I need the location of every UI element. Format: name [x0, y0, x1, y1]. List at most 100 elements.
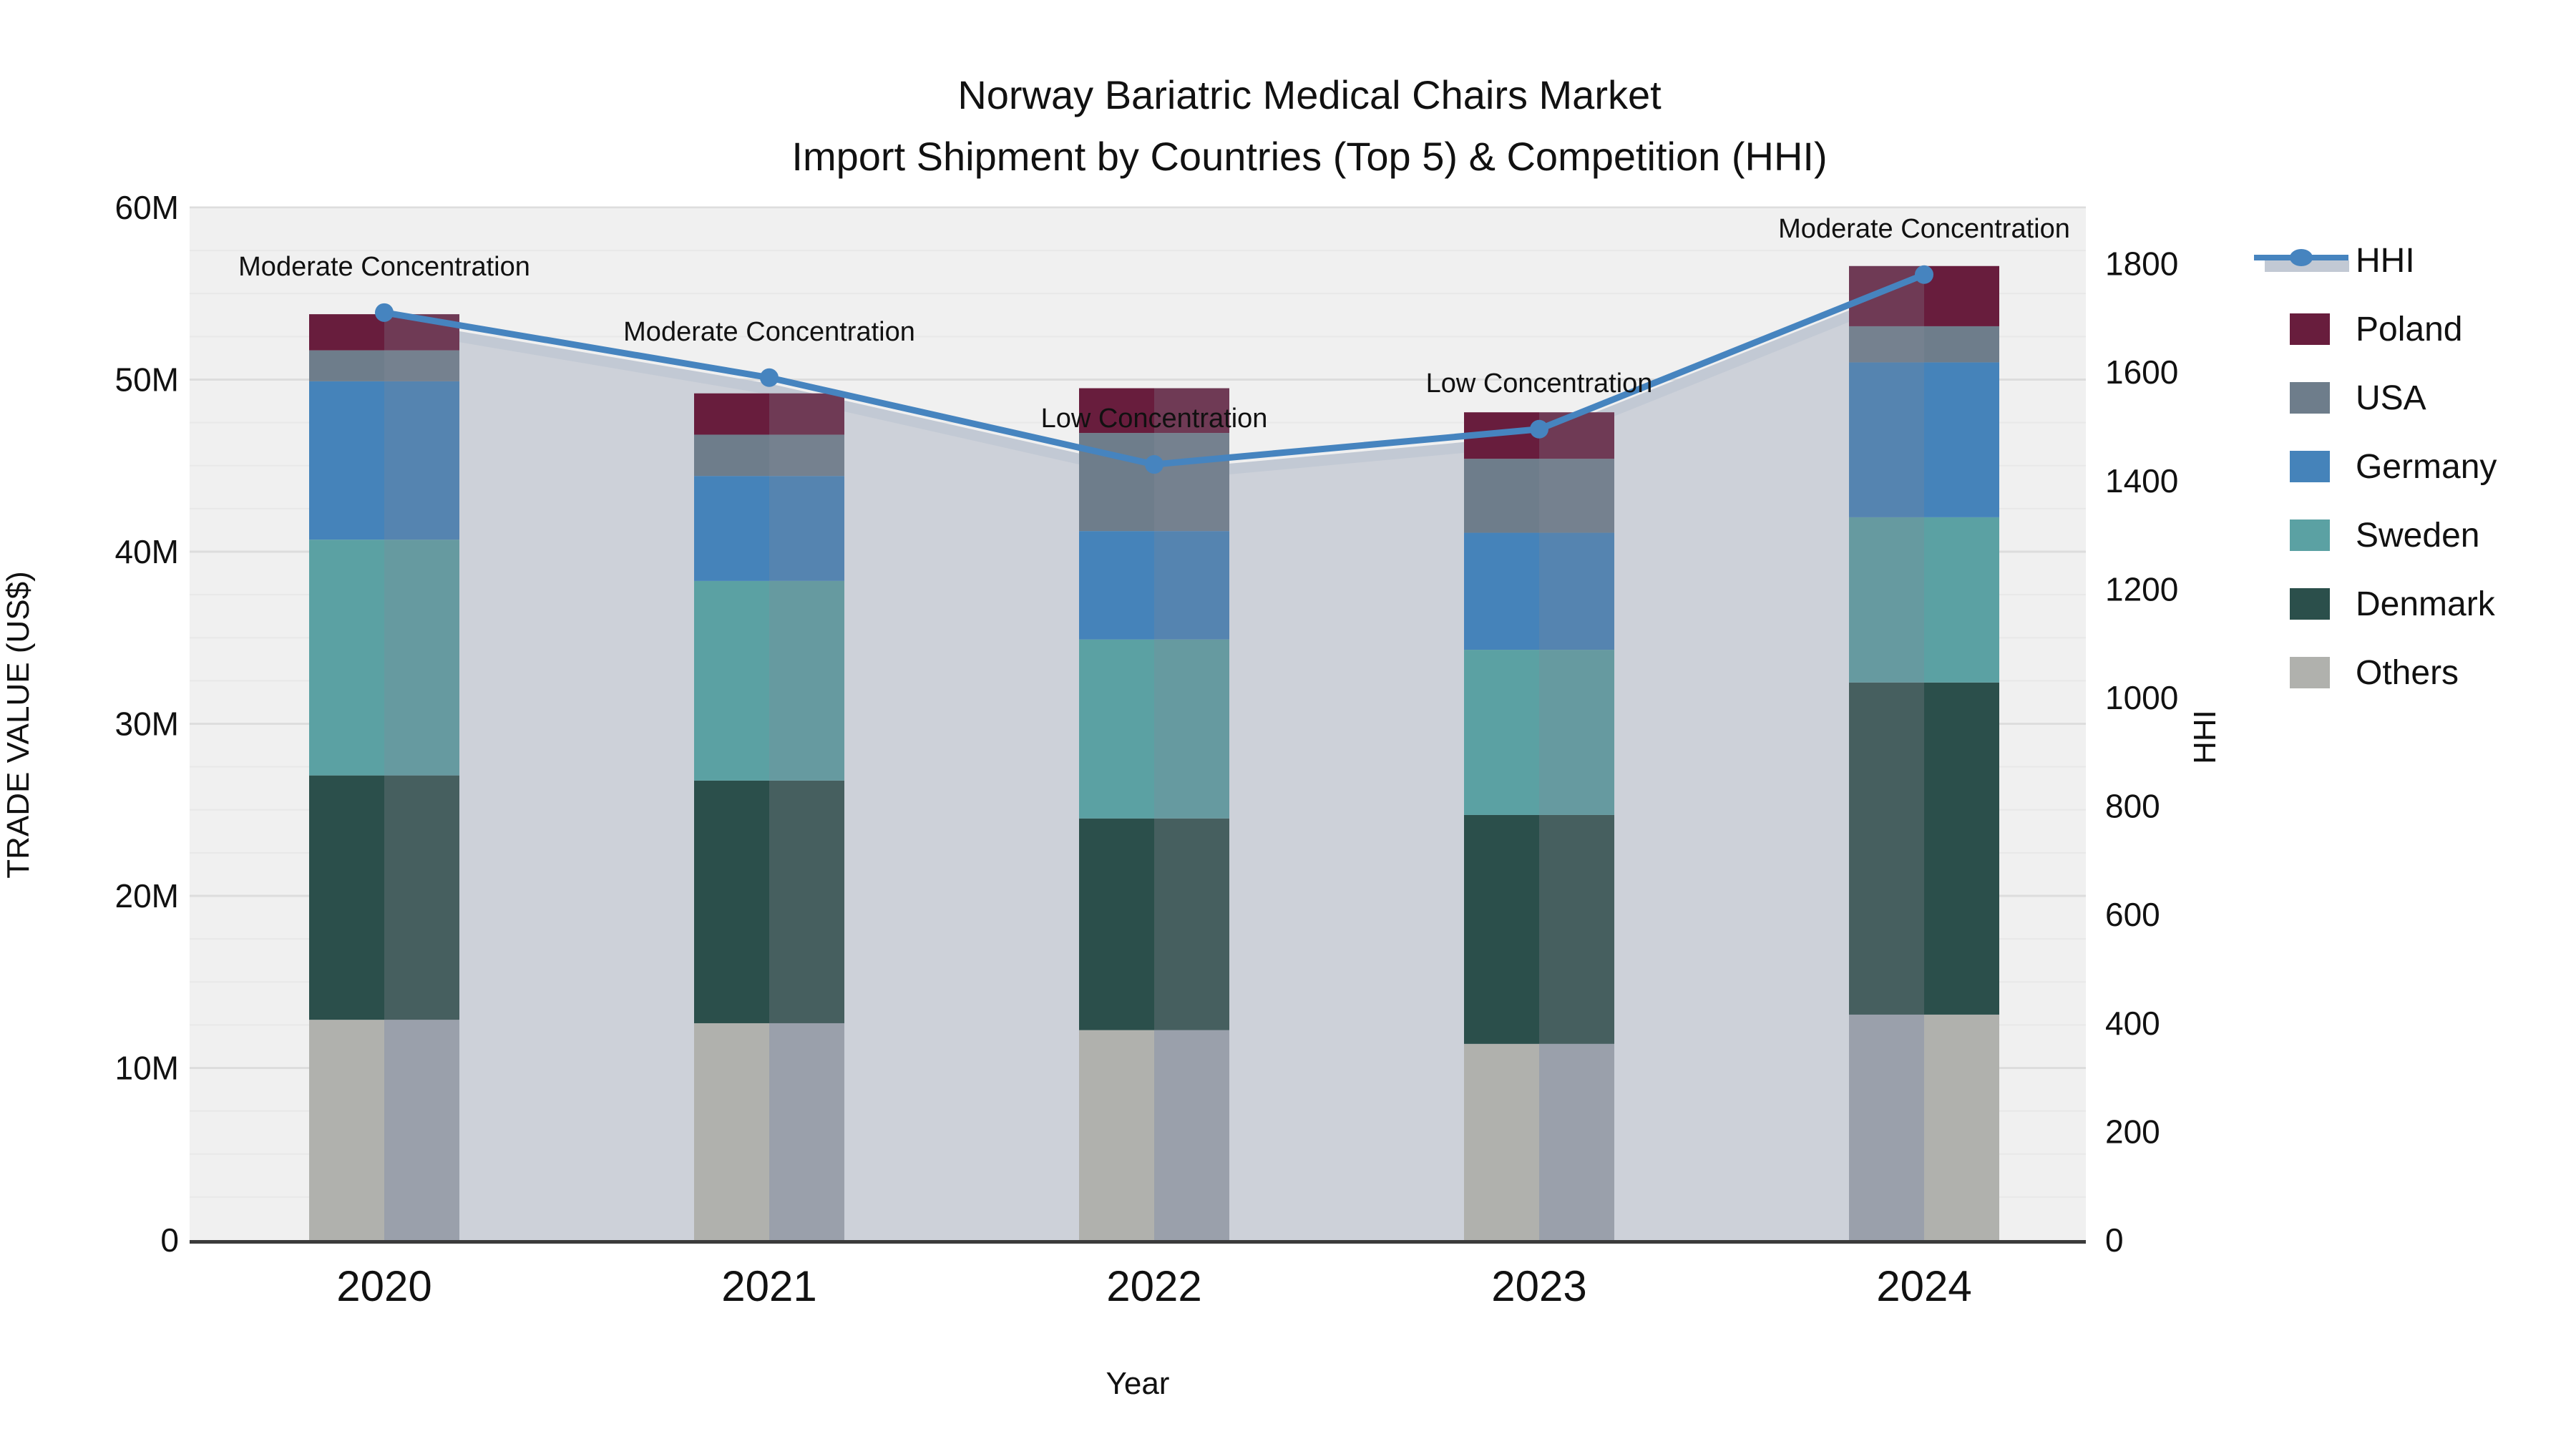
legend-swatch-poland — [2290, 313, 2330, 345]
hhi-marker-2024[interactable] — [1915, 265, 1933, 284]
bar-segment-germany-2024-overlay[interactable] — [1924, 362, 1999, 517]
legend-item-usa[interactable]: USA — [2290, 379, 2426, 417]
bar-segment-usa-2024-overlay[interactable] — [1924, 326, 1999, 363]
bar-segment-poland-2022-overlay[interactable] — [1154, 388, 1229, 434]
annotation-2020: Moderate Concentration — [238, 252, 530, 282]
y-left-tick-20M: 20M — [115, 877, 179, 914]
bar-segment-sweden-2020[interactable] — [309, 540, 384, 776]
bar-segment-poland-2023-overlay[interactable] — [1539, 412, 1614, 459]
bar-segment-sweden-2020-overlay[interactable] — [384, 540, 459, 776]
bar-segment-sweden-2022[interactable] — [1079, 639, 1154, 819]
bar-segment-denmark-2020-overlay[interactable] — [384, 775, 459, 1020]
legend-label-others: Others — [2356, 654, 2459, 692]
y-right-tick-600: 600 — [2105, 896, 2160, 933]
bar-segment-usa-2024[interactable] — [1849, 326, 1924, 363]
gridline-major — [190, 206, 2086, 209]
legend-label-denmark: Denmark — [2356, 585, 2496, 623]
bar-segment-germany-2020[interactable] — [309, 381, 384, 540]
hhi-line-layer — [375, 265, 1933, 474]
y-right-axis-title: HHI — [2187, 710, 2223, 764]
legend-item-hhi[interactable]: HHI — [2254, 242, 2415, 280]
bar-segment-poland-2021-overlay[interactable] — [769, 393, 844, 435]
bar-segment-others-2021-overlay[interactable] — [769, 1023, 844, 1240]
bar-segment-poland-2020[interactable] — [309, 314, 384, 351]
bar-segment-denmark-2024-overlay[interactable] — [1924, 682, 1999, 1015]
bar-segment-usa-2022-overlay[interactable] — [1154, 433, 1229, 532]
bar-segment-denmark-2023-overlay[interactable] — [1539, 814, 1614, 1044]
bar-segment-others-2024-overlay[interactable] — [1924, 1014, 1999, 1240]
bar-segment-others-2020[interactable] — [309, 1020, 384, 1240]
legend-item-germany[interactable]: Germany — [2290, 448, 2497, 486]
bar-segment-germany-2024[interactable] — [1849, 362, 1924, 517]
gridline-minor — [190, 250, 2086, 252]
bar-segment-denmark-2021-overlay[interactable] — [769, 780, 844, 1023]
legend-item-sweden[interactable]: Sweden — [2290, 517, 2479, 555]
bar-segment-sweden-2023-overlay[interactable] — [1539, 650, 1614, 815]
bar-segment-denmark-2020[interactable] — [309, 775, 384, 1020]
hhi-marker-2022[interactable] — [1145, 455, 1163, 474]
bar-segment-denmark-2024[interactable] — [1849, 682, 1924, 1015]
axis-line-layer — [190, 1240, 2086, 1244]
legend-label-germany: Germany — [2356, 448, 2497, 486]
bar-segment-germany-2021-overlay[interactable] — [769, 476, 844, 581]
bar-segment-germany-2022[interactable] — [1079, 531, 1154, 640]
stacked-bars-layer — [309, 265, 1999, 1240]
bar-segment-denmark-2023[interactable] — [1464, 814, 1539, 1044]
bar-segment-sweden-2021-overlay[interactable] — [769, 580, 844, 781]
x-tick-2021: 2021 — [721, 1262, 816, 1310]
bar-segment-poland-2021[interactable] — [694, 393, 769, 435]
bar-segment-poland-2024-overlay[interactable] — [1924, 265, 1999, 326]
bar-segment-usa-2020-overlay[interactable] — [384, 350, 459, 381]
legend-label-poland: Poland — [2356, 311, 2462, 348]
y-right-tick-1600: 1600 — [2105, 353, 2178, 391]
bar-segment-germany-2023-overlay[interactable] — [1539, 532, 1614, 650]
bar-segment-sweden-2021[interactable] — [694, 580, 769, 781]
legend-item-denmark[interactable]: Denmark — [2290, 585, 2496, 623]
bar-segment-sweden-2024[interactable] — [1849, 517, 1924, 683]
legend-swatch-usa — [2290, 382, 2330, 414]
bar-segment-usa-2021-overlay[interactable] — [769, 434, 844, 477]
gridline-major — [190, 379, 2086, 381]
legend-hhi-marker-icon — [2290, 249, 2313, 266]
bar-segment-sweden-2024-overlay[interactable] — [1924, 517, 1999, 683]
bar-segment-others-2022[interactable] — [1079, 1030, 1154, 1240]
legend-swatch-germany — [2290, 451, 2330, 482]
y-right-tick-1400: 1400 — [2105, 462, 2178, 499]
bar-segment-others-2023-overlay[interactable] — [1539, 1043, 1614, 1240]
bar-segment-usa-2023-overlay[interactable] — [1539, 459, 1614, 533]
hhi-marker-2020[interactable] — [375, 303, 394, 322]
bar-segment-others-2022-overlay[interactable] — [1154, 1030, 1229, 1240]
bar-segment-germany-2022-overlay[interactable] — [1154, 531, 1229, 640]
bar-segment-usa-2020[interactable] — [309, 350, 384, 381]
gridline-minor — [190, 336, 2086, 338]
bar-segment-denmark-2022[interactable] — [1079, 818, 1154, 1030]
x-axis-line — [190, 1240, 2086, 1244]
bar-segment-others-2024[interactable] — [1849, 1014, 1924, 1240]
legend-item-others[interactable]: Others — [2290, 654, 2459, 692]
y-right-tick-0: 0 — [2105, 1221, 2124, 1259]
bar-segment-others-2020-overlay[interactable] — [384, 1020, 459, 1240]
x-tick-2024: 2024 — [1876, 1262, 1971, 1310]
y-left-tick-40M: 40M — [115, 533, 179, 570]
bar-segment-poland-2022[interactable] — [1079, 388, 1154, 434]
bar-segment-sweden-2022-overlay[interactable] — [1154, 639, 1229, 819]
bar-segment-usa-2023[interactable] — [1464, 459, 1539, 533]
bar-segment-sweden-2023[interactable] — [1464, 650, 1539, 815]
bar-segment-usa-2021[interactable] — [694, 434, 769, 477]
x-tick-2020: 2020 — [336, 1262, 431, 1310]
hhi-marker-2021[interactable] — [760, 368, 779, 387]
bar-segment-germany-2020-overlay[interactable] — [384, 381, 459, 540]
legend-swatch-sweden — [2290, 519, 2330, 551]
hhi-marker-2023[interactable] — [1530, 419, 1548, 439]
legend-swatch-others — [2290, 657, 2330, 688]
bar-segment-germany-2021[interactable] — [694, 476, 769, 581]
legend-item-poland[interactable]: Poland — [2290, 311, 2462, 348]
x-tick-2022: 2022 — [1106, 1262, 1201, 1310]
bar-segment-others-2021[interactable] — [694, 1023, 769, 1240]
bar-segment-others-2023[interactable] — [1464, 1043, 1539, 1240]
bar-segment-poland-2024[interactable] — [1849, 265, 1924, 326]
bar-segment-denmark-2021[interactable] — [694, 780, 769, 1023]
bar-segment-germany-2023[interactable] — [1464, 532, 1539, 650]
bar-segment-denmark-2022-overlay[interactable] — [1154, 818, 1229, 1030]
